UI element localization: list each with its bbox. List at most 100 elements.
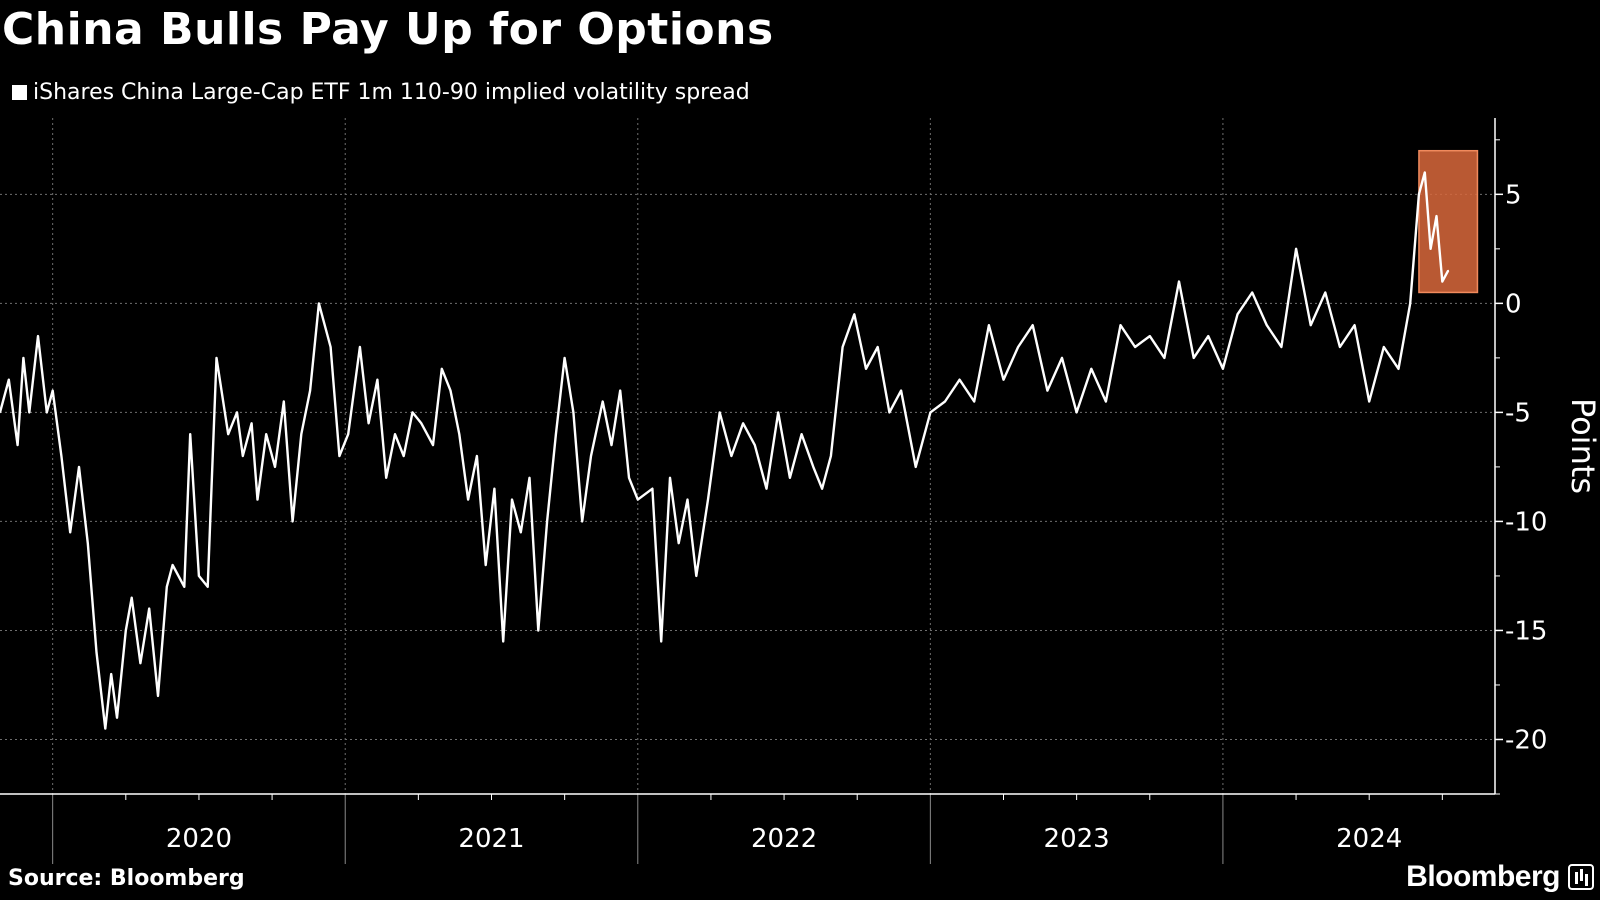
data-point [359,346,361,348]
data-point [183,586,186,588]
data-point [754,444,756,446]
data-point [1105,400,1107,403]
data-point [1236,313,1239,316]
data-point [777,411,779,414]
data-point [841,346,844,348]
data-point [467,498,469,501]
data-point [900,389,902,392]
data-point [318,302,320,305]
x-tick-label: 2020 [166,824,232,854]
data-point [37,335,39,337]
data-point [619,389,621,392]
data-point [1046,389,1049,392]
data-point [376,378,379,381]
data-point [610,444,613,446]
data-point [1090,368,1093,370]
data-point [22,357,25,359]
data-point [385,477,388,479]
data-point [148,607,150,610]
data-point [1061,357,1063,359]
data-point [60,455,63,457]
data-point [1424,171,1426,174]
y-tick-label: -20 [1505,725,1547,755]
data-point [1163,357,1166,359]
data-point [236,411,238,414]
data-point [572,411,575,414]
legend-swatch [12,85,27,100]
data-point [265,433,268,436]
data-point [87,542,89,544]
data-point [110,673,112,675]
y-tick-label: -5 [1505,398,1531,428]
data-point [367,422,370,425]
data-point [1149,335,1151,337]
data-point [1207,335,1210,337]
data-point [695,575,698,577]
data-point [338,455,341,457]
data-point [914,466,917,468]
chart-title: China Bulls Pay Up for Options [2,4,774,55]
data-point [821,487,823,490]
data-point [1339,346,1341,348]
data-point [0,411,1,414]
data-point [78,466,80,468]
data-point [274,466,276,468]
data-point [563,357,566,359]
data-point [929,411,932,414]
data-point [1418,193,1420,196]
data-point [800,433,803,436]
data-point [581,520,583,523]
data-point [830,455,832,457]
data-point [449,389,452,392]
y-tick-label: -15 [1505,616,1547,646]
series-line [0,171,1450,730]
data-point [1353,324,1356,327]
data-point [432,444,434,446]
legend-label: iShares China Large-Cap ETF 1m 110-90 im… [33,80,750,105]
data-point [51,389,54,392]
data-point [944,400,946,403]
data-point [973,400,975,403]
y-axis-title: Points [1564,398,1600,494]
data-point [1295,248,1297,250]
x-tick-label: 2023 [1044,824,1110,854]
data-point [1002,378,1005,381]
data-point [511,498,513,501]
data-point [520,531,522,534]
data-point [1134,346,1136,348]
data-point [411,411,414,414]
y-tick-label: -10 [1505,507,1547,537]
data-point [1324,291,1327,294]
data-point [484,564,487,566]
data-point [1017,346,1019,348]
data-point [1409,302,1411,305]
brand-logo: Bloomberg [1406,860,1560,893]
data-point [189,433,191,436]
data-point [1441,280,1444,283]
data-point [651,487,654,490]
data-point [1075,411,1078,414]
data-point [590,455,592,457]
data-point [628,477,630,479]
data-point [601,400,604,403]
data-point [256,498,259,501]
data-point [555,433,557,436]
data-point [537,629,540,632]
data-point [116,716,118,719]
data-point [876,346,879,348]
data-point [206,586,209,588]
data-point [865,368,867,370]
data-point [789,477,791,479]
data-point [28,411,31,414]
data-point [394,433,396,436]
data-point [16,444,19,446]
data-point [707,498,709,501]
data-point [291,520,294,523]
data-point [546,520,548,523]
x-tick-label: 2022 [751,824,817,854]
data-point [104,727,107,730]
data-point [69,531,71,534]
data-point [1368,400,1370,403]
data-point [1309,324,1312,327]
